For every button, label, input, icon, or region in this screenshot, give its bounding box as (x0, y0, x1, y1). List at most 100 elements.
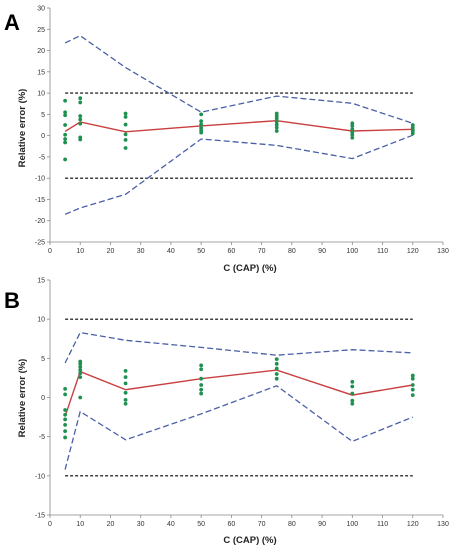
panel-a-data-point (63, 113, 68, 118)
panel-a-data-point (123, 122, 128, 127)
panel-b-data-point (350, 391, 355, 396)
panel-b-data-point (123, 381, 128, 386)
panel-b-y-tick-label: 0 (41, 395, 45, 402)
panel-b-y-axis-label: Relative error (%) (17, 359, 28, 438)
panel-b-mean-line (64, 369, 413, 417)
panel-a-data-point (199, 119, 204, 124)
panel-b-data-point (63, 386, 68, 391)
panel-b-x-tick-label: 60 (227, 521, 235, 528)
panel-a-data-point (63, 110, 68, 115)
panel-a-data-point (199, 122, 204, 127)
panel-b-data-point (274, 361, 279, 366)
panel-b-data-point (199, 383, 204, 387)
panel-b-data-point (274, 376, 279, 381)
panel-b-x-axis-label: C (CAP) (%) (223, 535, 276, 546)
panel-a: A Relative error (%) C (CAP) (%) -25-20-… (4, 6, 449, 275)
panel-a-y-tick-label: -15 (35, 197, 45, 204)
panel-a-x-tick-label: 10 (76, 248, 84, 255)
panel-a-data-point (123, 111, 128, 116)
panel-b-x-tick-label: 100 (346, 521, 358, 528)
panel-b-data-point (63, 435, 68, 440)
panel-b-data-point (78, 361, 83, 366)
panel-a-x-tick-label: 20 (107, 248, 115, 255)
panel-b-data-point (410, 376, 415, 381)
panel-a-data-point (78, 100, 83, 105)
panel-a-x-tick-label: 50 (197, 248, 205, 255)
panel-a-data-point (63, 140, 68, 145)
panel-b-data-point (63, 412, 68, 417)
panel-a-data-point (78, 114, 83, 118)
panel-b-data-point (274, 357, 279, 362)
panel-b-data-point (410, 373, 415, 378)
panel-b-x-tick-label: 90 (318, 521, 326, 528)
panel-a-y-tick-label: 20 (37, 48, 45, 55)
panel-b-y-tick-label: -10 (35, 473, 45, 480)
panel-b-x-tick-label: 20 (107, 521, 115, 528)
panel-b-x-tick-label: 110 (377, 521, 388, 528)
panel-b-plot-area: -15 -10 -5 0 5 10 15 0 10 20 30 40 50 60 70 80 90 100 110 1… (35, 278, 449, 529)
panel-b-x-tick-label: 30 (137, 521, 145, 528)
panel-b-y-tick-label: -15 (35, 513, 45, 520)
panel-b-data-point (350, 398, 355, 403)
panel-a-y-tick-label: 5 (41, 112, 45, 119)
panel-a-data-point (78, 121, 83, 126)
panel-a-x-tick-label: 110 (377, 248, 388, 255)
panel-a-y-tick-label: 15 (37, 69, 45, 76)
panel-b-data-point (123, 397, 128, 402)
panel-b-data-point (123, 401, 128, 406)
panel-b-data-point (78, 368, 83, 372)
panel-a-y-tick-label: 30 (37, 6, 45, 13)
panel-a-x-axis-label: C (CAP) (%) (223, 263, 276, 274)
panel-a-data-point (199, 112, 204, 117)
panel-b-data-point (63, 417, 68, 422)
panel-a-plot-area: -25 -20 -15 -10 -5 0 5 10 15 20 25 30 0 10 20 30 40 50 60 7… (35, 6, 449, 256)
panel-b-y-tick-label: 5 (41, 356, 45, 363)
panel-b-data-point (274, 366, 279, 371)
panel-a-x-tick-label: 30 (137, 248, 145, 255)
panel-a-y-tick-label: 10 (37, 91, 45, 98)
panel-a-letter: A (4, 10, 20, 35)
panel-b-data-point (410, 393, 415, 398)
panel-a-y-tick-label: -5 (39, 154, 45, 161)
panel-b-data-point (410, 383, 415, 387)
panel-a-y-tick-label: -20 (35, 218, 45, 225)
panel-b: B Relative error (%) C (CAP) (%) -15-10-… (4, 278, 449, 547)
panel-b-data-point (78, 371, 83, 376)
panel-b-data-point (123, 390, 128, 395)
panel-a-data-point (123, 132, 128, 137)
panel-a-x-tick-label: 100 (346, 248, 358, 255)
panel-b-data-point (78, 375, 83, 380)
panel-b-x-tick-label: 70 (258, 521, 266, 528)
panel-a-data-point (123, 115, 128, 119)
panel-b-data-point (123, 368, 128, 373)
panel-a-data-point (274, 116, 279, 121)
panel-a-y-tick-label: 25 (37, 27, 45, 34)
panel-a-data-point (350, 132, 355, 137)
panel-b-data-point (63, 392, 68, 397)
panel-b-x-tick-label: 130 (437, 521, 449, 528)
panel-a-data-point (274, 129, 279, 133)
panel-b-letter: B (4, 288, 20, 313)
panel-a-x-tick-label: 40 (167, 248, 175, 255)
panel-b-x-tick-label: 120 (407, 521, 419, 528)
panel-b-data-point (199, 367, 204, 372)
panel-b-x-tick-label: 50 (197, 521, 205, 528)
panel-b-data-point (410, 387, 415, 392)
panel-b-data-point (199, 376, 204, 381)
panel-a-data-point (199, 130, 204, 135)
panel-a-y-axis-label: Relative error (%) (17, 89, 28, 168)
panel-b-data-point (350, 379, 355, 384)
panel-b-data-point (63, 408, 68, 412)
panel-b-data-point (199, 387, 204, 392)
panel-a-data-point (63, 132, 68, 137)
panel-a-x-tick-label: 80 (288, 248, 296, 255)
panel-b-y-tick-label: 15 (37, 278, 45, 285)
panel-a-data-point (123, 146, 128, 150)
panel-b-data-point (78, 395, 83, 400)
panel-a-upper-bound-line (64, 34, 414, 124)
panel-b-y-tick-label: 10 (37, 317, 45, 324)
panel-a-data-point (350, 135, 355, 140)
panel-a-data-point (274, 125, 279, 130)
panel-b-data-point (199, 363, 204, 368)
